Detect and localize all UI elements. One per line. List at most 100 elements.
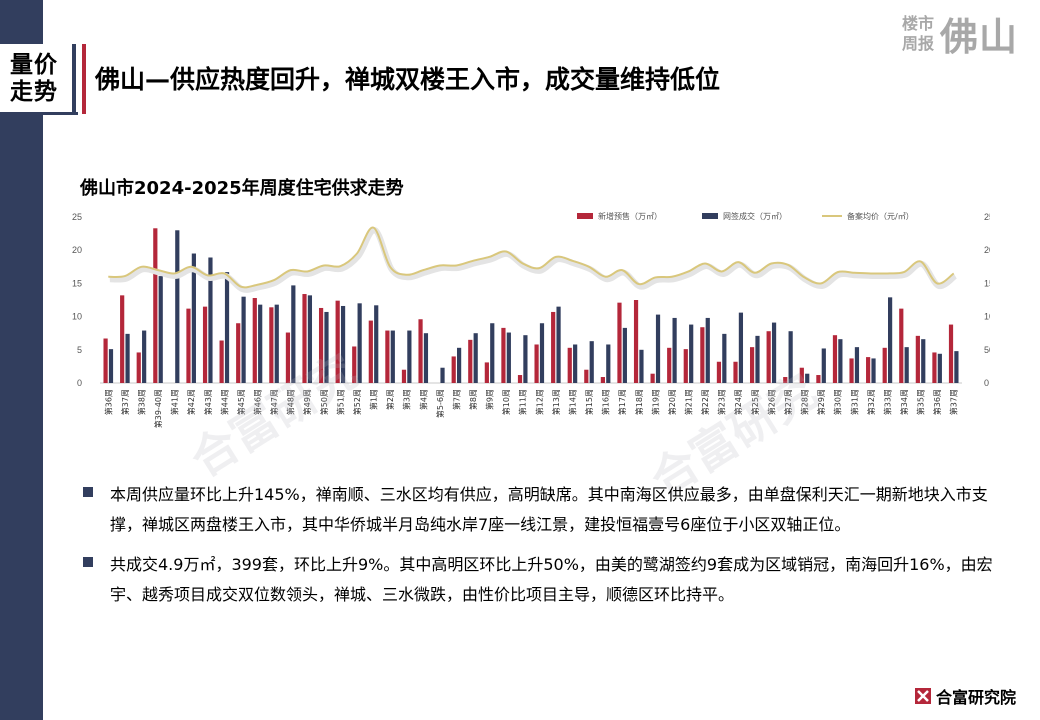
x-tick-label: 第11周 — [518, 389, 528, 415]
supply-bar — [517, 375, 523, 383]
deal-bar — [854, 347, 860, 383]
deal-bar — [440, 367, 445, 383]
x-tick-label: 第17周 — [617, 389, 627, 415]
x-tick-label: 第34周 — [899, 389, 909, 415]
supply-bar — [667, 347, 672, 383]
chart-title: 佛山市2024-2025年周度住宅供求走势 — [80, 178, 404, 199]
supply-bar — [501, 327, 506, 383]
x-tick-label: 第35周 — [916, 389, 926, 415]
legend-supply-swatch — [577, 213, 593, 219]
x-tick-label: 第48周 — [286, 389, 296, 415]
supply-bar — [716, 361, 722, 383]
price-line-shadow — [109, 227, 958, 293]
legend-price-label: 备案均价（元/㎡） — [847, 211, 914, 221]
deal-bar — [224, 272, 230, 383]
x-tick-label: 第19周 — [650, 389, 660, 415]
y-right-tick-label: 5000 — [984, 345, 990, 355]
deal-bar — [125, 333, 130, 383]
x-tick-label: 第50周 — [319, 389, 329, 415]
deal-bar — [390, 330, 395, 383]
supply-bar — [534, 344, 539, 383]
supply-bar — [186, 308, 191, 383]
x-tick-label: 第9周 — [485, 389, 495, 410]
footer-brand: 合富研究院 — [914, 684, 1016, 708]
supply-bar — [269, 307, 274, 383]
x-tick-label: 第12周 — [534, 389, 544, 415]
supply-bar — [136, 352, 141, 383]
supply-bar — [236, 323, 241, 383]
supply-bar — [783, 377, 788, 383]
deal-bar — [158, 276, 163, 383]
supply-bar — [401, 369, 407, 383]
legend-deal-swatch — [702, 213, 718, 219]
supply-bar — [899, 308, 904, 383]
bullet-item: 共成交4.9万㎡，399套，环比上升9%。其中高明区环比上升50%，由美的鹭湖签… — [83, 550, 1018, 610]
section-tag: 量价 走势 — [0, 44, 76, 114]
deal-bar — [191, 253, 196, 383]
x-tick-label: 第3周 — [402, 389, 412, 410]
x-tick-label: 第22周 — [700, 389, 710, 415]
x-tick-label: 第21周 — [683, 389, 693, 415]
x-tick-label: 第42周 — [186, 389, 196, 415]
x-tick-label: 第36周 — [932, 389, 942, 415]
supply-bar — [418, 319, 423, 383]
deal-bar — [539, 323, 545, 383]
deal-bar — [954, 351, 959, 383]
x-tick-label: 第4周 — [418, 389, 428, 410]
x-tick-label: 第5-6周 — [435, 389, 445, 418]
x-tick-label: 第1周 — [369, 389, 379, 410]
page-title: 佛山—供应热度回升，禅城双楼王入市，成交量维持低位 — [95, 65, 721, 94]
deal-bar — [142, 330, 147, 383]
x-tick-label: 第33周 — [882, 389, 892, 415]
supply-bar — [484, 362, 489, 383]
x-tick-label: 第39-40周 — [153, 389, 163, 428]
deal-bar — [291, 285, 296, 383]
supply-bar — [849, 358, 854, 383]
x-tick-label: 第13周 — [551, 389, 561, 415]
brand-small-top: 楼市 — [901, 13, 934, 33]
deal-bar — [655, 314, 661, 383]
y-left-tick-label: 20 — [72, 245, 82, 255]
company-logo-icon — [914, 688, 931, 704]
deal-bar — [805, 373, 810, 383]
deal-bar — [672, 317, 677, 383]
deal-bar — [357, 303, 362, 383]
supply-bar — [866, 357, 871, 383]
brand-logo: 楼市 周报 佛山 — [902, 6, 1018, 61]
x-tick-label: 第37周 — [949, 389, 959, 415]
x-tick-label: 第31周 — [849, 389, 859, 415]
deal-bar — [340, 305, 346, 383]
price-line — [108, 226, 955, 289]
supply-bar — [749, 347, 755, 383]
x-tick-label: 第41周 — [170, 389, 180, 415]
bullet-text: 本周供应量环比上升145%，禅南顺、三水区均有供应，高明缺席。其中南海区供应最多… — [110, 485, 988, 534]
supply-bar — [650, 373, 655, 383]
x-tick-label: 第43周 — [203, 389, 213, 415]
deal-bar — [473, 333, 478, 383]
legend-supply-label: 新增预售（万㎡） — [598, 211, 662, 221]
brand-small-bottom: 周报 — [901, 33, 934, 53]
x-tick-label: 第20周 — [667, 389, 677, 415]
deal-bar — [490, 323, 495, 383]
y-left-tick-label: 5 — [77, 345, 82, 355]
x-tick-label: 第2周 — [385, 389, 395, 410]
supply-bar — [285, 332, 291, 383]
y-left-tick-label: 25 — [72, 212, 82, 222]
deal-bar — [523, 335, 528, 383]
x-tick-label: 第14周 — [567, 389, 577, 415]
x-tick-label: 第32周 — [866, 389, 876, 415]
deal-bar — [208, 257, 213, 383]
deal-bar — [821, 348, 826, 383]
deal-bar — [258, 304, 263, 383]
supply-bar — [766, 331, 771, 383]
deal-bar — [423, 333, 429, 383]
deal-bar — [888, 297, 893, 383]
supply-bar — [451, 356, 456, 383]
deal-bar — [771, 322, 777, 383]
deal-bar — [108, 349, 114, 383]
supply-bar — [120, 295, 125, 383]
supply-bar — [567, 347, 572, 383]
supply-bar — [551, 311, 556, 383]
x-tick-label: 第16周 — [601, 389, 611, 415]
deal-bar — [788, 331, 793, 383]
